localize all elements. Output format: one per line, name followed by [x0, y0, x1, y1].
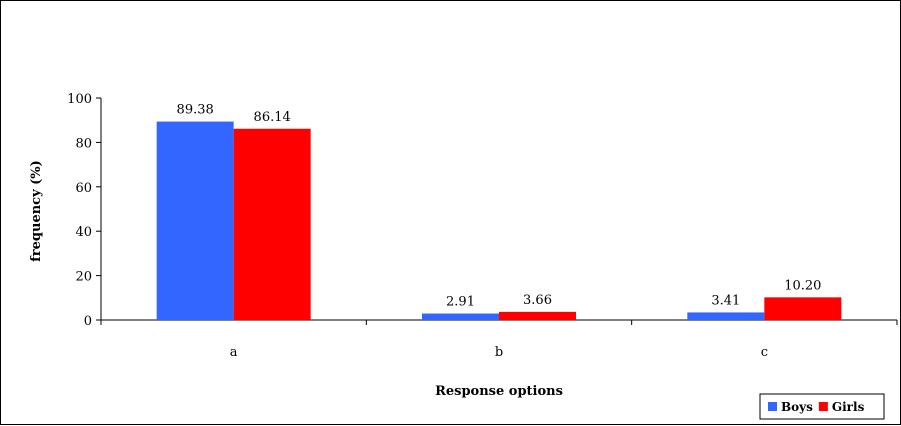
y-tick-label: 20 [75, 270, 92, 285]
legend-swatch-girls [818, 402, 828, 411]
x-axis-title: Response options [435, 384, 563, 399]
bar-boys-c [687, 312, 765, 320]
y-axis-title: frequency (%) [29, 160, 44, 262]
bar-girls-a [233, 128, 311, 320]
data-label-boys-b: 2.91 [446, 295, 475, 310]
bar-boys-a [156, 121, 234, 320]
legend-label-boys: Boys [781, 400, 813, 414]
bar-girls-c [764, 297, 842, 320]
x-tick-label: a [230, 345, 238, 360]
y-tick-label: 0 [84, 314, 92, 329]
data-labels: 89.38 86.14 2.91 3.66 3.41 10.20 [177, 103, 822, 310]
x-tick-label: b [495, 345, 503, 360]
data-label-girls-c: 10.20 [784, 278, 821, 293]
legend: Boys Girls [759, 393, 885, 420]
legend-swatch-boys [768, 402, 777, 411]
data-label-boys-c: 3.41 [711, 293, 740, 308]
y-tick-label: 80 [75, 136, 92, 151]
y-tick-label: 60 [75, 181, 92, 196]
legend-label-girls: Girls [832, 400, 865, 414]
bar-boys-b [422, 313, 499, 320]
y-tick-label: 40 [75, 225, 92, 240]
data-label-boys-a: 89.38 [177, 103, 214, 118]
bar-girls-b [499, 311, 576, 320]
y-tick-label: 100 [67, 92, 92, 107]
data-label-girls-b: 3.66 [523, 293, 552, 308]
x-tick-label: c [761, 345, 768, 360]
bars [156, 121, 842, 320]
data-label-girls-a: 86.14 [254, 110, 291, 125]
